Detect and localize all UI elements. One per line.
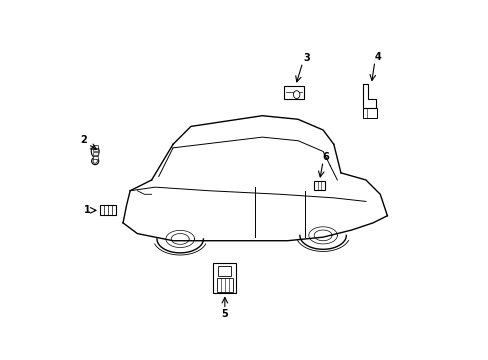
Bar — [217, 278, 232, 292]
Bar — [313, 181, 325, 190]
Bar — [100, 205, 116, 215]
Text: 2: 2 — [80, 135, 87, 145]
Bar — [363, 108, 376, 118]
Text: 5: 5 — [221, 309, 228, 319]
Bar — [218, 266, 231, 276]
Ellipse shape — [91, 146, 99, 157]
Bar — [93, 156, 98, 158]
Polygon shape — [362, 85, 376, 108]
Circle shape — [93, 159, 97, 163]
Text: 6: 6 — [322, 152, 328, 162]
Circle shape — [91, 157, 99, 165]
Bar — [284, 86, 303, 99]
Bar — [93, 145, 98, 148]
Bar — [213, 263, 236, 293]
Ellipse shape — [293, 91, 299, 99]
Bar — [93, 149, 98, 152]
Text: 1: 1 — [84, 205, 90, 215]
Bar — [93, 153, 98, 155]
Text: 4: 4 — [374, 51, 380, 62]
Text: 3: 3 — [302, 53, 309, 63]
